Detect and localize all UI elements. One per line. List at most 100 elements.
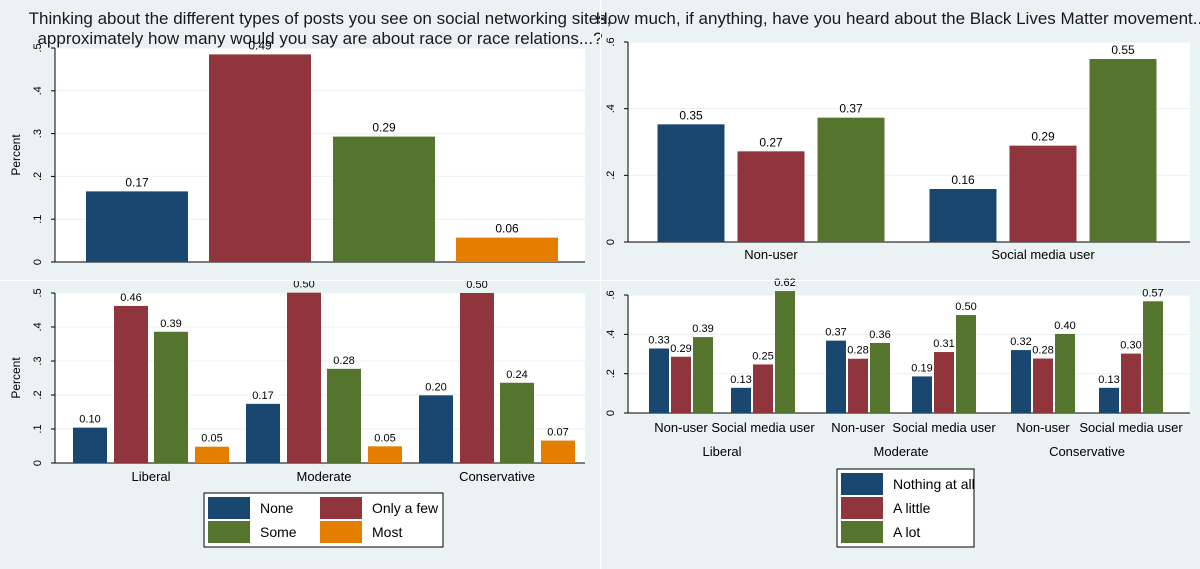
legend-bl: None Only a few Some Most bbox=[203, 492, 444, 548]
series-nothing-at-all-bar bbox=[731, 387, 751, 413]
x-category-label: Non-user bbox=[744, 247, 798, 262]
series-only-a-few-bar bbox=[460, 293, 494, 463]
series-some-value-label: 0.29 bbox=[372, 121, 396, 135]
series-a-little-value-label: 0.31 bbox=[933, 338, 954, 350]
x-subcategory-label: Non-user bbox=[1016, 420, 1070, 435]
y-tick-label: 0 bbox=[605, 239, 617, 245]
series-nothing-at-all-bar bbox=[1011, 350, 1031, 413]
y-tick-label: .6 bbox=[605, 290, 617, 299]
series-none-value-label: 0.17 bbox=[125, 175, 149, 189]
series-a-lot-bar bbox=[870, 342, 890, 413]
y-tick-label: .2 bbox=[32, 390, 44, 399]
y-tick-label: .3 bbox=[32, 129, 44, 138]
series-nothing-at-all-value-label: 0.13 bbox=[730, 374, 751, 386]
series-a-lot-value-label: 0.55 bbox=[1111, 43, 1135, 57]
series-a-lot-value-label: 0.40 bbox=[1054, 320, 1075, 332]
series-nothing-at-all-bar bbox=[912, 376, 932, 413]
series-nothing-at-all-value-label: 0.35 bbox=[679, 108, 703, 122]
y-tick-label: .2 bbox=[605, 171, 617, 180]
series-most-bar bbox=[456, 237, 558, 262]
series-some-bar bbox=[327, 368, 361, 463]
series-nothing-at-all-value-label: 0.33 bbox=[648, 334, 669, 346]
x-category-label: Moderate bbox=[297, 469, 352, 484]
series-some-value-label: 0.24 bbox=[506, 369, 527, 381]
series-most-bar bbox=[541, 440, 575, 463]
legend-swatch-most bbox=[320, 521, 362, 543]
y-tick-label: 0 bbox=[605, 410, 617, 416]
legend-swatch-some bbox=[208, 521, 250, 543]
y-tick-label: .2 bbox=[605, 369, 617, 378]
series-nothing-at-all-value-label: 0.19 bbox=[911, 362, 932, 374]
series-a-lot-value-label: 0.57 bbox=[1142, 287, 1163, 299]
series-some-value-label: 0.39 bbox=[160, 318, 181, 330]
series-a-little-bar bbox=[1121, 353, 1141, 413]
series-a-lot-value-label: 0.62 bbox=[774, 277, 795, 289]
y-tick-label: 0 bbox=[32, 259, 44, 265]
legend-swatch-a-little bbox=[841, 497, 883, 519]
series-only-a-few-value-label: 0.46 bbox=[120, 292, 141, 304]
y-tick-label: .1 bbox=[32, 215, 44, 224]
series-a-little-value-label: 0.28 bbox=[847, 345, 868, 357]
legend-label: Some bbox=[260, 524, 297, 540]
series-nothing-at-all-bar bbox=[1099, 387, 1119, 413]
legend-swatch-none bbox=[208, 497, 250, 519]
legend-label: None bbox=[260, 500, 294, 516]
legend-label: A little bbox=[893, 500, 931, 516]
series-a-lot-value-label: 0.36 bbox=[869, 329, 890, 341]
series-a-lot-bar bbox=[693, 337, 713, 413]
x-subcategory-label: Non-user bbox=[831, 420, 885, 435]
series-none-value-label: 0.20 bbox=[425, 381, 446, 393]
plot-area-br bbox=[628, 295, 1190, 413]
series-most-bar bbox=[195, 446, 229, 463]
series-most-value-label: 0.05 bbox=[201, 433, 222, 445]
series-nothing-at-all-value-label: 0.16 bbox=[951, 173, 975, 187]
y-tick-label: .5 bbox=[32, 288, 44, 297]
series-most-bar bbox=[368, 446, 402, 463]
series-a-little-value-label: 0.28 bbox=[1032, 345, 1053, 357]
series-a-little-value-label: 0.29 bbox=[1031, 130, 1055, 144]
y-axis-br: 0 .2 .4 .6 bbox=[605, 290, 1190, 416]
series-nothing-at-all-value-label: 0.32 bbox=[1010, 336, 1031, 348]
series-a-little-bar bbox=[1009, 145, 1077, 242]
chart-title-tl: Thinking about the different types of po… bbox=[29, 9, 612, 28]
series-only-a-few-bar bbox=[287, 292, 321, 463]
series-a-lot-bar bbox=[1055, 333, 1075, 413]
chart-title-tl: approximately how many would you say are… bbox=[37, 29, 602, 48]
y-tick-label: 0 bbox=[32, 460, 44, 466]
legend-label: A lot bbox=[893, 524, 920, 540]
series-only-a-few-value-label: 0.49 bbox=[248, 38, 272, 52]
series-a-little-value-label: 0.30 bbox=[1120, 340, 1141, 352]
y-tick-label: .4 bbox=[32, 86, 44, 95]
x-subcategory-label: Social media user bbox=[1079, 420, 1183, 435]
series-some-bar bbox=[333, 136, 435, 262]
legend-br: Nothing at all A little A lot bbox=[836, 468, 975, 548]
series-nothing-at-all-bar bbox=[826, 340, 846, 413]
series-a-lot-bar bbox=[817, 117, 885, 242]
legend-swatch-only-a-few bbox=[320, 497, 362, 519]
y-tick-label: .5 bbox=[32, 43, 44, 52]
series-most-value-label: 0.06 bbox=[495, 222, 519, 236]
series-most-value-label: 0.05 bbox=[374, 432, 395, 444]
y-tick-label: .4 bbox=[605, 330, 617, 339]
legend-swatch-nothing-at-all bbox=[841, 473, 883, 495]
y-tick-label: .4 bbox=[605, 104, 617, 113]
series-a-little-bar bbox=[934, 352, 954, 413]
series-none-bar bbox=[86, 191, 188, 262]
series-none-value-label: 0.10 bbox=[79, 414, 100, 426]
x-group-label: Conservative bbox=[1049, 444, 1125, 459]
series-none-bar bbox=[246, 403, 280, 463]
x-group-label: Moderate bbox=[874, 444, 929, 459]
series-a-lot-bar bbox=[956, 315, 976, 413]
y-tick-label: .6 bbox=[605, 37, 617, 46]
series-a-little-bar bbox=[671, 356, 691, 413]
x-subcategory-label: Social media user bbox=[711, 420, 815, 435]
series-nothing-at-all-value-label: 0.37 bbox=[825, 327, 846, 339]
series-a-lot-bar bbox=[775, 291, 795, 413]
series-a-little-bar bbox=[753, 364, 773, 413]
x-category-label: Conservative bbox=[459, 469, 535, 484]
x-group-label: Liberal bbox=[702, 444, 741, 459]
series-only-a-few-value-label: 0.50 bbox=[293, 279, 314, 291]
series-only-a-few-value-label: 0.50 bbox=[466, 279, 487, 291]
x-category-label: Social media user bbox=[991, 247, 1095, 262]
